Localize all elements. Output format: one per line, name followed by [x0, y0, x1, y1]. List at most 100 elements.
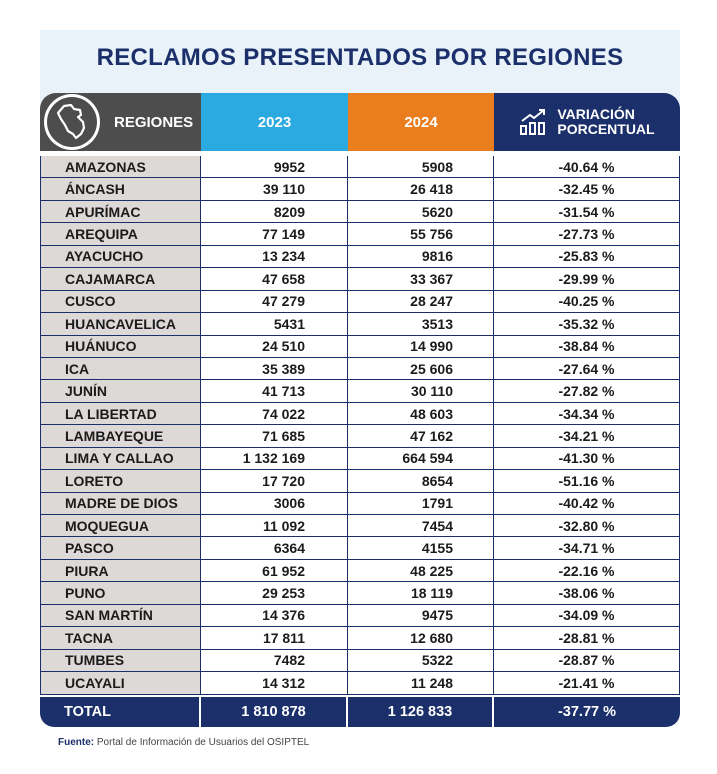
total-row: TOTAL 1 810 878 1 126 833 -37.77 %	[40, 697, 680, 727]
value-2024-cell: 28 247	[348, 290, 494, 314]
variation-cell: -27.64 %	[494, 357, 680, 381]
variation-cell: -38.06 %	[494, 582, 680, 605]
table-row: TUMBES 7482 5322 -28.87 %	[40, 649, 680, 673]
variation-cell: -28.87 %	[494, 649, 680, 673]
variation-cell: -40.25 %	[494, 290, 680, 314]
region-cell: AMAZONAS	[40, 156, 201, 179]
region-cell: SAN MARTÍN	[40, 604, 201, 628]
region-cell: TUMBES	[40, 649, 201, 673]
table-row: LA LIBERTAD 74 022 48 603 -34.34 %	[40, 402, 680, 426]
variation-cell: -34.34 %	[494, 402, 680, 426]
map-badge	[44, 94, 100, 150]
variation-cell: -27.82 %	[494, 380, 680, 403]
table-row: SAN MARTÍN 14 376 9475 -34.09 %	[40, 604, 680, 628]
value-2023-cell: 13 234	[201, 245, 348, 269]
table-row: CUSCO 47 279 28 247 -40.25 %	[40, 290, 680, 314]
table-row: UCAYALI 14 312 11 248 -21.41 %	[40, 672, 680, 695]
region-cell: PIURA	[40, 559, 201, 583]
table-row: AMAZONAS 9952 5908 -40.64 %	[40, 156, 680, 179]
header-2024: 2024	[348, 93, 494, 151]
value-2023-cell: 29 253	[201, 582, 348, 605]
value-2023-cell: 5431	[201, 313, 348, 336]
region-cell: LORETO	[40, 470, 201, 493]
value-2024-cell: 26 418	[348, 178, 494, 201]
table-row: HUÁNUCO 24 510 14 990 -38.84 %	[40, 335, 680, 358]
value-2024-cell: 5322	[348, 649, 494, 673]
variation-cell: -29.99 %	[494, 268, 680, 291]
variation-cell: -27.73 %	[494, 223, 680, 246]
value-2024-cell: 3513	[348, 313, 494, 336]
region-cell: ÁNCASH	[40, 178, 201, 201]
value-2024-cell: 14 990	[348, 335, 494, 358]
growth-chart-icon	[520, 109, 546, 135]
table-row: PIURA 61 952 48 225 -22.16 %	[40, 559, 680, 583]
table-row: ÁNCASH 39 110 26 418 -32.45 %	[40, 178, 680, 201]
table-row: MADRE DE DIOS 3006 1791 -40.42 %	[40, 492, 680, 515]
region-cell: JUNÍN	[40, 380, 201, 403]
variation-cell: -41.30 %	[494, 447, 680, 471]
value-2023-cell: 74 022	[201, 402, 348, 426]
source-label: Fuente:	[58, 737, 95, 748]
value-2023-cell: 41 713	[201, 380, 348, 403]
value-2023-cell: 6364	[201, 537, 348, 560]
header-variacion-line2: PORCENTUAL	[557, 121, 655, 137]
region-cell: UCAYALI	[40, 672, 201, 695]
region-cell: TACNA	[40, 627, 201, 650]
table-row: ICA 35 389 25 606 -27.64 %	[40, 357, 680, 381]
header-regiones-label: REGIONES	[114, 113, 194, 131]
total-variacion: -37.77 %	[557, 704, 617, 720]
value-2024-cell: 30 110	[348, 380, 494, 403]
header-regiones: REGIONES	[40, 93, 201, 151]
variation-cell: -35.32 %	[494, 313, 680, 336]
variation-cell: -25.83 %	[494, 245, 680, 269]
region-cell: PUNO	[40, 582, 201, 605]
value-2024-cell: 8654	[348, 470, 494, 493]
value-2023-cell: 14 312	[201, 672, 348, 695]
value-2024-cell: 48 225	[348, 559, 494, 583]
value-2023-cell: 7482	[201, 649, 348, 673]
region-cell: LIMA Y CALLAO	[40, 447, 201, 471]
value-2023-cell: 14 376	[201, 604, 348, 628]
variation-cell: -34.71 %	[494, 537, 680, 560]
value-2023-cell: 17 720	[201, 470, 348, 493]
region-cell: MOQUEGUA	[40, 515, 201, 538]
region-cell: LAMBAYEQUE	[40, 425, 201, 448]
table-row: LORETO 17 720 8654 -51.16 %	[40, 470, 680, 493]
value-2024-cell: 12 680	[348, 627, 494, 650]
value-2023-cell: 24 510	[201, 335, 348, 358]
table-row: LAMBAYEQUE 71 685 47 162 -34.21 %	[40, 425, 680, 448]
value-2024-cell: 7454	[348, 515, 494, 538]
table-row: LIMA Y CALLAO 1 132 169 664 594 -41.30 %	[40, 447, 680, 471]
region-cell: ICA	[40, 357, 201, 381]
table-row: HUANCAVELICA 5431 3513 -35.32 %	[40, 313, 680, 336]
value-2023-cell: 47 658	[201, 268, 348, 291]
region-cell: PASCO	[40, 537, 201, 560]
region-cell: CUSCO	[40, 290, 201, 314]
value-2023-cell: 39 110	[201, 178, 348, 201]
table-body: AMAZONAS 9952 5908 -40.64 % ÁNCASH 39 110 26 4…	[40, 156, 680, 695]
table-row: APURÍMAC 8209 5620 -31.54 %	[40, 200, 680, 224]
variation-cell: -31.54 %	[494, 200, 680, 224]
variation-cell: -34.21 %	[494, 425, 680, 448]
table-row: CAJAMARCA 47 658 33 367 -29.99 %	[40, 268, 680, 291]
table-title: RECLAMOS PRESENTADOS POR REGIONES	[96, 44, 624, 71]
total-2023: 1 810 878	[201, 697, 348, 727]
table-row: MOQUEGUA 11 092 7454 -32.80 %	[40, 515, 680, 538]
region-cell: HUÁNUCO	[40, 335, 201, 358]
table-row: AREQUIPA 77 149 55 756 -27.73 %	[40, 223, 680, 246]
region-cell: CAJAMARCA	[40, 268, 201, 291]
value-2023-cell: 11 092	[201, 515, 348, 538]
region-cell: HUANCAVELICA	[40, 313, 201, 336]
value-2023-cell: 8209	[201, 200, 348, 224]
region-cell: MADRE DE DIOS	[40, 492, 201, 515]
region-cell: APURÍMAC	[40, 200, 201, 224]
value-2024-cell: 25 606	[348, 357, 494, 381]
table-row: TACNA 17 811 12 680 -28.81 %	[40, 627, 680, 650]
variation-cell: -40.42 %	[494, 492, 680, 515]
total-label: TOTAL	[40, 697, 201, 727]
variation-cell: -22.16 %	[494, 559, 680, 583]
table-row: PASCO 6364 4155 -34.71 %	[40, 537, 680, 560]
table-row: JUNÍN 41 713 30 110 -27.82 %	[40, 380, 680, 403]
value-2024-cell: 55 756	[348, 223, 494, 246]
value-2024-cell: 9816	[348, 245, 494, 269]
